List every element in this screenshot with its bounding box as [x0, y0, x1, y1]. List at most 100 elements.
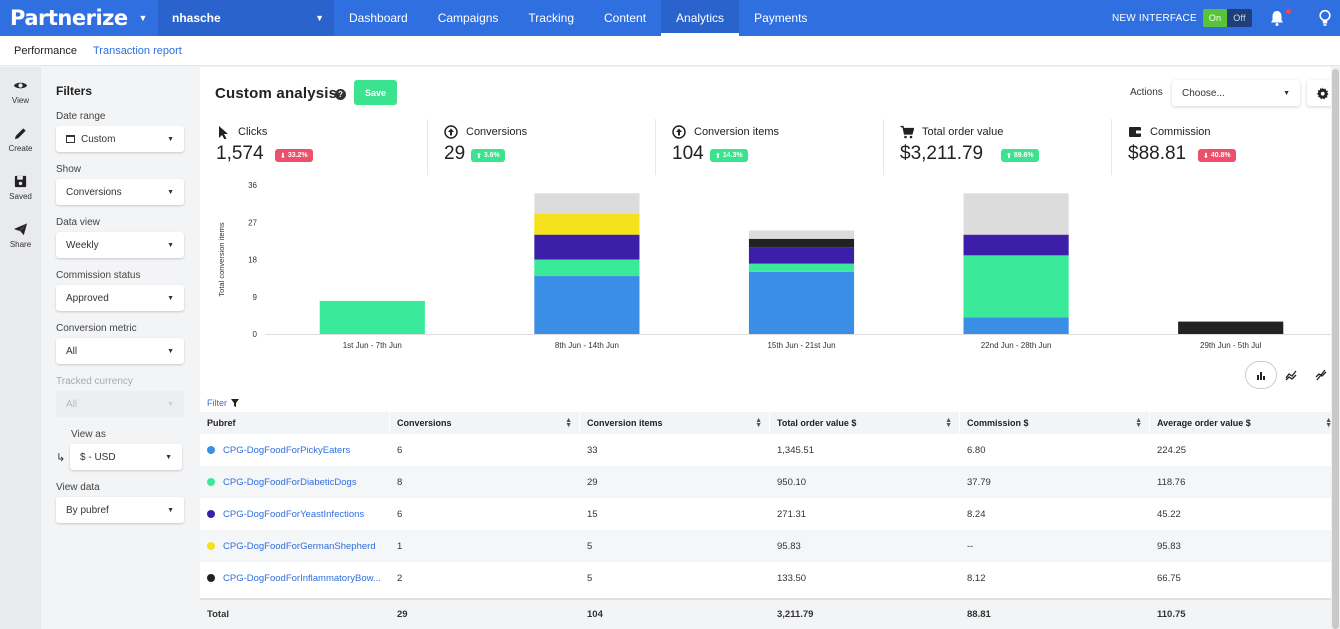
subnav-performance[interactable]: Performance [14, 44, 77, 57]
pubref-link[interactable]: CPG-DogFoodForYeastInfections [223, 508, 365, 520]
bar-segment[interactable] [534, 259, 640, 277]
sort-icon[interactable]: ▲ ▼ [945, 417, 952, 429]
column-header-text: Pubref [207, 418, 236, 428]
date-range-select[interactable]: Custom ▼ [56, 126, 184, 152]
series-color-dot [207, 574, 215, 582]
line-chart-button[interactable] [1276, 362, 1306, 388]
hide-chart-button[interactable] [1306, 362, 1336, 388]
rail-view[interactable]: View [0, 67, 41, 115]
kpi-total-order-value: Total order value $3,211.79 ⬆ 89.6% [884, 119, 1112, 175]
show-select[interactable]: Conversions ▼ [56, 179, 184, 205]
conversions-cell: 6 [397, 444, 403, 456]
pubref-link[interactable]: CPG-DogFoodForPickyEaters [223, 444, 351, 456]
column-header[interactable]: Total order value $ ▲ ▼ [770, 412, 960, 434]
arrow-down-icon: ⬇ [1203, 152, 1211, 160]
rail-saved[interactable]: Saved [0, 163, 41, 211]
bar-segment[interactable] [1178, 321, 1284, 334]
tab-dashboard[interactable]: Dashboard [349, 11, 408, 25]
logo-dropdown-button[interactable]: ▼ [138, 13, 148, 23]
column-header[interactable]: Conversions ▲ ▼ [390, 412, 580, 434]
sort-icon[interactable]: ▲ ▼ [565, 417, 572, 429]
pubref-link[interactable]: CPG-DogFoodForDiabeticDogs [223, 476, 357, 488]
column-header[interactable]: Conversion items ▲ ▼ [580, 412, 770, 434]
save-button[interactable]: Save [354, 80, 397, 105]
rail-share[interactable]: Share [0, 211, 41, 259]
kpi-conversion-items: Conversion items 104 ⬆ 14.3% [656, 119, 884, 175]
column-header[interactable]: Commission $ ▲ ▼ [960, 412, 1150, 434]
bar-segment[interactable] [963, 234, 1069, 256]
bar-segment[interactable] [748, 271, 855, 334]
bar-segment[interactable] [534, 276, 640, 334]
total-order-value: 3,211.79 [777, 609, 814, 620]
actions-select[interactable]: Choose... ▼ [1172, 80, 1300, 106]
column-header[interactable]: Average order value $ ▲ ▼ [1150, 412, 1340, 434]
table-filter-button[interactable]: Filter [207, 398, 239, 408]
column-header-text: Conversion items [587, 418, 663, 428]
rail-create[interactable]: Create [0, 115, 41, 163]
tab-payments[interactable]: Payments [754, 11, 808, 25]
pubref-link[interactable]: CPG-DogFoodForGermanShepherd [223, 540, 376, 552]
cursor-icon [219, 126, 228, 139]
conversion-items-chart: 0 9 18 27 36 Total conversion items 1st Jun - … [217, 181, 1338, 350]
gear-icon [1316, 86, 1329, 99]
bar-segment[interactable] [748, 230, 855, 239]
sub-nav: Performance Transaction report [0, 36, 1340, 66]
toggle-off[interactable]: Off [1227, 9, 1252, 27]
y-axis-label: Total conversion items [217, 222, 226, 296]
bar-segment[interactable] [963, 193, 1069, 235]
arrow-down-icon: ⬇ [280, 152, 288, 160]
sort-icon[interactable]: ▲ ▼ [755, 417, 762, 429]
sort-icon[interactable]: ▲ ▼ [1325, 417, 1332, 429]
bar-segment[interactable] [534, 213, 640, 235]
bar-chart-button[interactable] [1246, 362, 1276, 388]
bar-segment[interactable] [748, 263, 855, 272]
kpi-name-text: Conversions [466, 126, 528, 138]
tab-campaigns[interactable]: Campaigns [437, 11, 499, 25]
partnerize-logo[interactable]: Partnerize [10, 6, 128, 30]
view-as-row: ↳ $ - USD ▼ [56, 444, 200, 482]
tab-tracking[interactable]: Tracking [528, 11, 574, 25]
new-interface-toggle[interactable]: On Off [1202, 9, 1252, 27]
rail-view-label: View [11, 95, 30, 105]
caret-down-icon: ▼ [167, 241, 174, 249]
bar-segment[interactable] [748, 247, 855, 264]
sort-icon[interactable]: ▲ ▼ [1135, 417, 1142, 429]
order-value-cell: 950.10 [777, 476, 807, 488]
column-header[interactable]: Pubref [200, 412, 390, 434]
tab-content[interactable]: Content [604, 11, 647, 25]
toggle-on[interactable]: On [1202, 9, 1228, 27]
bar-segment[interactable] [748, 238, 855, 248]
chart-hidden-icon [1315, 369, 1327, 381]
sub-arrow-icon: ↳ [56, 451, 66, 464]
bar-chart-icon [1257, 372, 1265, 380]
caret-down-icon: ▼ [1283, 89, 1290, 97]
notification-bell-icon[interactable] [1268, 9, 1286, 27]
tab-analytics[interactable]: Analytics [661, 0, 740, 36]
view-data-select[interactable]: By pubref ▼ [56, 497, 184, 523]
aov-cell: 118.76 [1157, 476, 1186, 488]
data-view-select[interactable]: Weekly ▼ [56, 232, 184, 258]
bar-segment[interactable] [319, 300, 425, 334]
bar-segment[interactable] [534, 234, 640, 260]
commission-status-select[interactable]: Approved ▼ [56, 285, 184, 311]
scrollbar-thumb[interactable] [1332, 69, 1339, 629]
page-scrollbar[interactable] [1331, 67, 1340, 629]
kpi-change-badge: ⬆ 14.3% [710, 149, 748, 162]
eye-icon [13, 82, 28, 88]
lightbulb-icon[interactable] [1318, 9, 1332, 27]
view-as-select[interactable]: $ - USD ▼ [70, 444, 182, 470]
pubref-cell: CPG-DogFoodForInflammatoryBow... [200, 573, 390, 584]
caret-down-icon: ▼ [167, 135, 174, 143]
account-switcher[interactable]: nhasche ▼ [158, 0, 334, 36]
bar-segment[interactable] [963, 255, 1069, 318]
pubref-link[interactable]: CPG-DogFoodForInflammatoryBow... [223, 572, 381, 584]
items-cell: 15 [587, 508, 598, 520]
y-tick-label: 18 [248, 256, 257, 265]
kpi-change-text: 89.6% [1013, 152, 1034, 159]
help-icon[interactable]: ? [335, 89, 346, 100]
commission-status-value: Approved [66, 292, 109, 304]
bar-segment[interactable] [963, 317, 1069, 334]
bar-segment[interactable] [534, 193, 640, 214]
subnav-transaction-report[interactable]: Transaction report [92, 44, 182, 57]
conversion-metric-select[interactable]: All ▼ [56, 338, 184, 364]
